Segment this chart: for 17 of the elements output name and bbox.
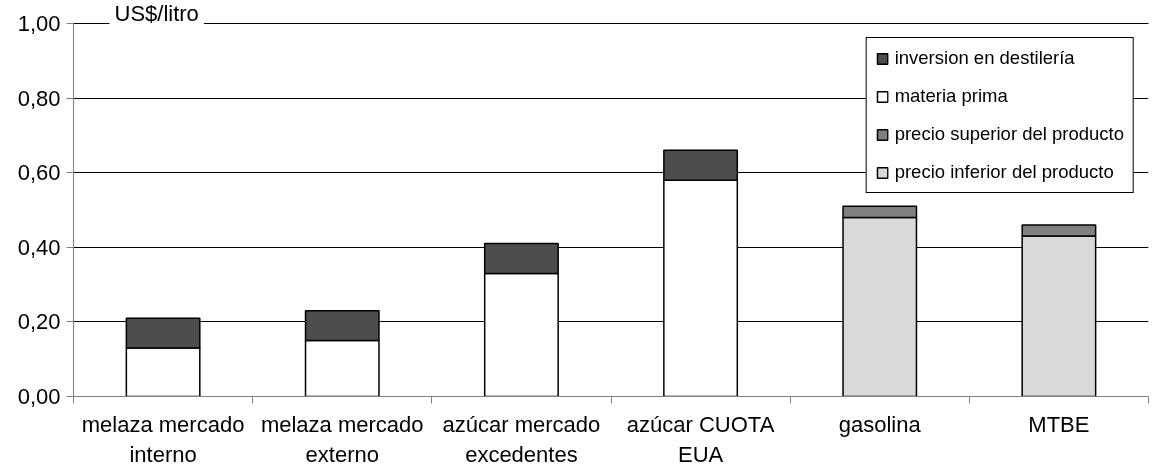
y-tick-label: 0,20	[17, 309, 61, 335]
y-tick-label: 0,80	[17, 85, 61, 111]
x-tick-label: melaza mercado interno	[81, 411, 245, 467]
y-tick-label: 0,00	[17, 384, 61, 409]
x-tick-label: MTBE	[1028, 411, 1090, 437]
x-tick-label: gasolina	[838, 411, 922, 437]
legend-label: inversion en destilería	[894, 47, 1075, 69]
legend-label: precio superior del producto	[894, 123, 1124, 145]
y-tick-label: 0,40	[17, 234, 61, 260]
legend-label: precio inferior del producto	[894, 161, 1114, 183]
x-tick-label: azúcar mercado excedentes	[442, 411, 601, 467]
legend-label: materia prima	[894, 85, 1008, 107]
x-tick-label: azúcar CUOTA EUA	[626, 411, 775, 467]
y-axis-title: US$/litro	[114, 0, 199, 26]
x-tick-label: melaza mercado externo	[260, 411, 424, 467]
y-tick-label: 1,00	[17, 11, 61, 36]
y-tick-label: 0,60	[17, 160, 61, 186]
